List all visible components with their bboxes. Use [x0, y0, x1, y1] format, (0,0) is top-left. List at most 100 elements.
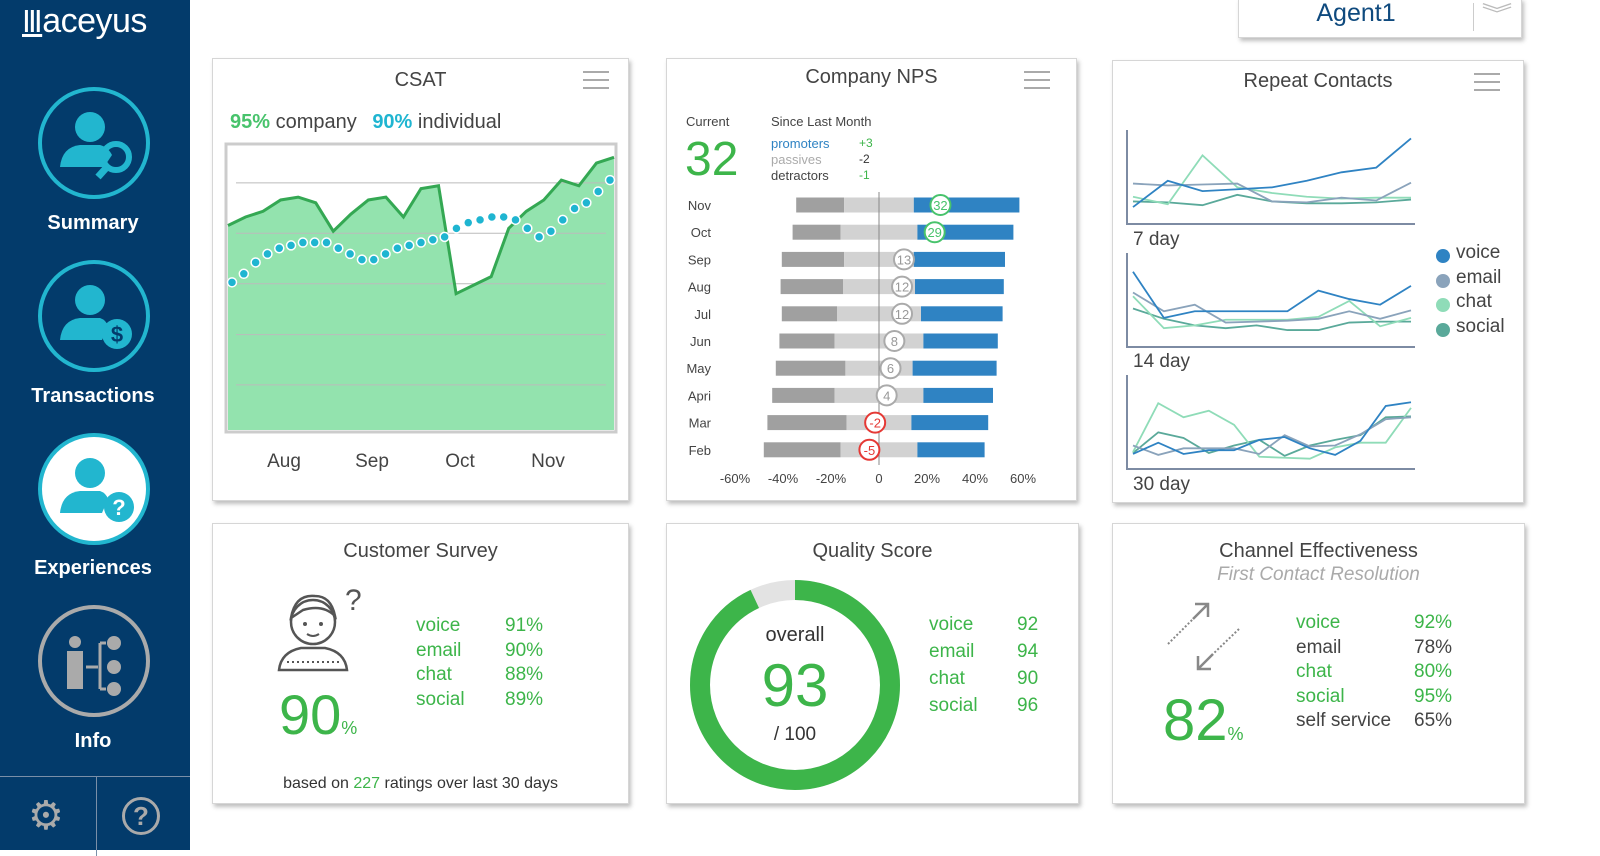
menu-icon[interactable] — [583, 71, 609, 89]
month-label: Jun — [690, 334, 711, 349]
repeat-contacts-card: Repeat Contacts 7 day 14 day 30 day voic… — [1112, 60, 1524, 503]
legend-label-voice: voice — [1456, 242, 1501, 263]
summary-nav-icon[interactable] — [38, 87, 150, 199]
channel-value: 90 — [1017, 668, 1039, 689]
month-label: Jul — [694, 307, 711, 322]
individual-value: 90% — [372, 111, 413, 133]
channel-value: 94 — [1017, 641, 1039, 662]
line-email — [1132, 291, 1412, 324]
promoters-bar — [913, 251, 1005, 267]
detractors-bar — [781, 306, 837, 322]
quality-donut — [690, 580, 900, 790]
individual-point — [297, 237, 309, 248]
x-tick-label: 60% — [1010, 471, 1036, 486]
channel-value: 92% — [1414, 612, 1453, 633]
legend-dot-social — [1436, 322, 1450, 337]
channel-label: chat — [929, 668, 965, 689]
agent-select[interactable]: Agent1 ︾ — [1238, 0, 1522, 38]
sidebar-item-experiences[interactable]: Experiences — [34, 557, 152, 579]
promoters-label: promoters — [771, 136, 830, 151]
experiences-nav-icon[interactable]: ? — [38, 433, 150, 545]
channel-value: 88% — [505, 664, 544, 685]
channel-label: social — [1296, 685, 1345, 707]
double-chevron-down-icon[interactable]: ︾ — [1481, 2, 1513, 27]
x-tick-label: 20% — [914, 471, 940, 486]
individual-label: individual — [417, 111, 502, 133]
individual-point — [510, 214, 521, 226]
individual-point — [250, 257, 261, 268]
individual-point — [262, 248, 273, 260]
nps-value-label: 32 — [933, 198, 947, 213]
x-tick-label: Oct — [445, 451, 475, 472]
detractors-bar — [796, 197, 845, 213]
individual-point — [415, 237, 427, 248]
card-title: Customer Survey — [343, 540, 498, 562]
survey-unit: % — [341, 718, 358, 738]
channel-label: voice — [1296, 612, 1341, 633]
company-label: company — [275, 111, 357, 133]
info-nav-icon[interactable] — [38, 605, 150, 717]
customer-survey-card: Customer Survey ? 90% voice 91% email 90% ch… — [212, 523, 629, 804]
month-label: Aug — [688, 280, 711, 295]
channel-value: 95% — [1414, 685, 1453, 707]
sidebar-item-info[interactable]: Info — [74, 730, 112, 752]
transactions-nav-icon[interactable]: $ — [38, 260, 150, 372]
passives-change: -2 — [859, 152, 870, 166]
channel-value: 90% — [505, 639, 544, 661]
channel-label: email — [416, 639, 462, 661]
divider — [0, 776, 190, 777]
gear-icon[interactable]: ⚙ — [28, 794, 64, 838]
quality-max: / 100 — [773, 724, 817, 745]
line-social — [1132, 307, 1411, 331]
individual-point — [557, 214, 568, 226]
nps-value-label: 13 — [897, 252, 911, 267]
sidebar-item-summary[interactable]: Summary — [47, 212, 139, 234]
nps-value-label: 8 — [891, 334, 898, 349]
nps-marker — [883, 330, 906, 352]
line-chat — [1132, 295, 1412, 330]
menu-icon[interactable] — [1474, 73, 1500, 91]
channel-value: 96 — [1017, 695, 1039, 716]
individual-point — [285, 240, 297, 251]
company-line — [227, 155, 615, 296]
individual-point — [569, 203, 580, 214]
help-icon[interactable]: ? — [122, 797, 160, 835]
donut-value-arc — [690, 580, 900, 790]
panel-label-30-day: 30 day — [1133, 474, 1191, 495]
detractors-bar — [775, 360, 846, 376]
nps-marker — [891, 302, 914, 325]
person-question-icon: ? — [277, 584, 362, 672]
legend-label-chat: chat — [1456, 291, 1492, 312]
nps-value-label: 4 — [883, 388, 890, 403]
individual-point — [380, 248, 391, 260]
nps-marker — [892, 248, 915, 271]
individual-point — [463, 217, 474, 228]
individual-point — [356, 254, 368, 265]
x-tick-label: -40% — [768, 471, 799, 486]
individual-point — [333, 242, 344, 254]
individual-point — [581, 197, 592, 209]
promoters-bar — [911, 415, 989, 431]
x-tick-label: -60% — [720, 471, 751, 486]
promoters-bar — [917, 442, 985, 458]
sidebar-item-transactions[interactable]: Transactions — [31, 385, 155, 407]
card-title: CSAT — [394, 69, 447, 91]
individual-point — [427, 234, 439, 245]
promoters-bar — [923, 333, 998, 349]
individual-point — [439, 231, 450, 243]
channel-label: voice — [416, 615, 461, 636]
individual-point — [226, 277, 238, 288]
legend-dot-voice — [1436, 249, 1450, 263]
menu-icon[interactable] — [1024, 71, 1050, 89]
individual-point — [321, 237, 332, 248]
footer-text: ratings over last 30 days — [384, 775, 558, 792]
nps-value-label: -5 — [864, 443, 876, 458]
nps-marker — [923, 221, 946, 244]
channel-label: chat — [416, 664, 452, 685]
company-area — [228, 157, 614, 431]
channel-value: 91% — [505, 615, 544, 636]
month-label: Nov — [688, 198, 712, 213]
card-title: Channel Effectiveness — [1219, 540, 1418, 562]
